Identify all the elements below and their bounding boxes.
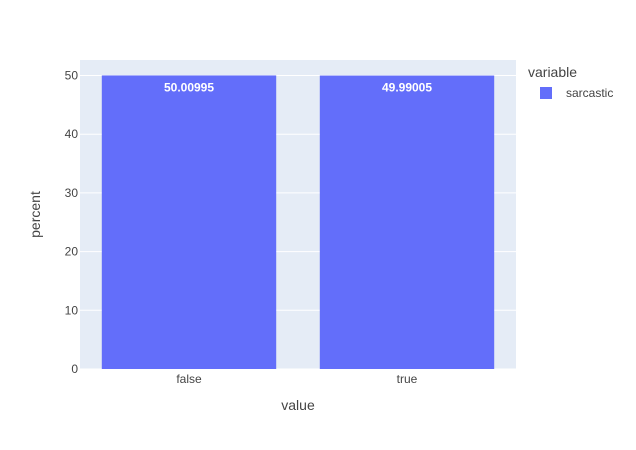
x-tick-label: true <box>397 372 418 386</box>
legend: variable sarcastic <box>528 64 613 100</box>
legend-title: variable <box>528 64 577 80</box>
x-axis-title: value <box>281 397 315 413</box>
bar-false <box>101 75 277 370</box>
y-tick-label: 20 <box>65 245 79 259</box>
y-tick-label: 40 <box>65 127 79 141</box>
bar-value-label: 50.00995 <box>164 80 214 94</box>
y-tick-label: 30 <box>65 186 79 200</box>
legend-items: sarcastic <box>540 86 613 100</box>
y-axis-title: percent <box>27 191 43 238</box>
x-tick-label: false <box>176 372 202 386</box>
legend-swatch <box>540 87 552 99</box>
legend-item-label: sarcastic <box>566 86 613 100</box>
bars <box>101 75 495 370</box>
bar-value-label: 49.99005 <box>382 81 432 95</box>
bar-labels: 50.00995 49.99005 <box>164 80 432 94</box>
y-axis-ticks: 0 10 20 30 40 50 <box>65 68 79 376</box>
y-tick-label: 10 <box>65 303 79 317</box>
y-tick-label: 0 <box>71 362 78 376</box>
y-tick-label: 50 <box>65 68 79 82</box>
x-axis-ticks: false true <box>176 372 417 386</box>
bar-true <box>319 75 495 370</box>
